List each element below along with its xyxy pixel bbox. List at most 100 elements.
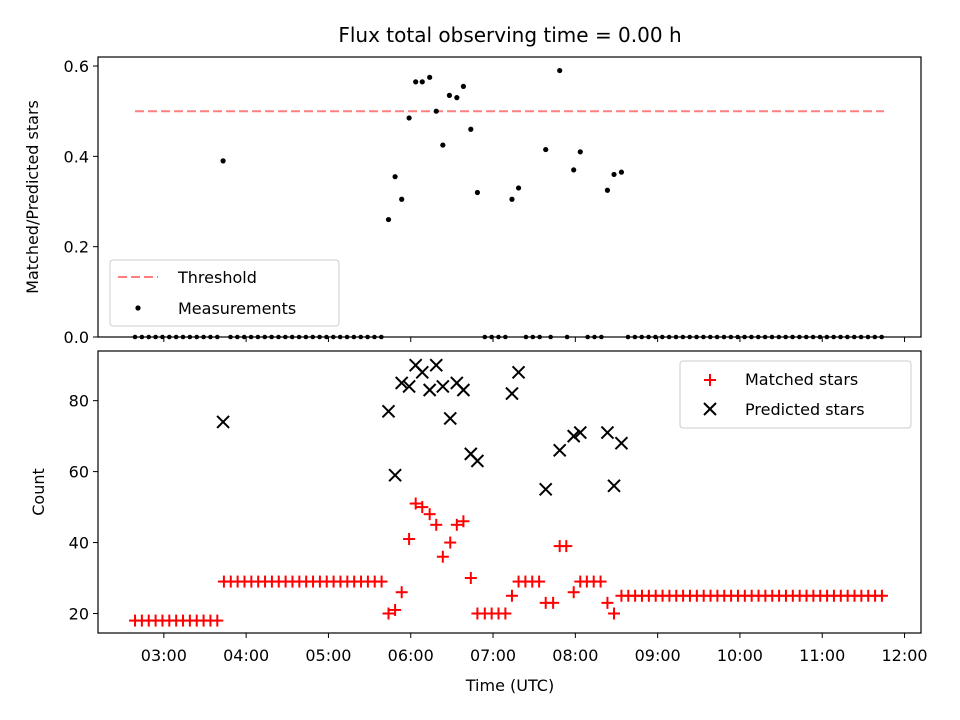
matched-point bbox=[395, 586, 408, 599]
predicted-point bbox=[552, 443, 567, 458]
bottom-y-tick-label: 40 bbox=[69, 534, 89, 553]
top-y-tick-label: 0.2 bbox=[64, 238, 89, 257]
matched-point bbox=[875, 589, 888, 602]
x-tick-label: 10:00 bbox=[717, 646, 763, 665]
matched-point bbox=[547, 596, 560, 609]
matched-point bbox=[423, 508, 436, 521]
predicted-point bbox=[429, 358, 443, 372]
measurement-point bbox=[618, 169, 625, 175]
top-y-axis: 0.0 0.2 0.4 0.6 bbox=[64, 57, 98, 347]
x-tick-label: 06:00 bbox=[388, 646, 434, 665]
matched-point bbox=[594, 575, 607, 588]
predicted-point bbox=[216, 415, 230, 429]
measurement-point bbox=[427, 74, 433, 80]
measurement-point bbox=[557, 67, 563, 74]
matched-point bbox=[608, 607, 621, 620]
x-tick-label: 07:00 bbox=[470, 646, 516, 665]
matched-point bbox=[601, 596, 614, 609]
predicted-point bbox=[456, 383, 471, 397]
x-tick-label: 11:00 bbox=[799, 646, 845, 665]
top-legend-box bbox=[109, 259, 340, 327]
x-axis: 03:00 04:00 05:00 06:00 07:00 08:00 09:00 10:00… bbox=[141, 633, 928, 665]
bottom-axes-frame bbox=[97, 350, 922, 634]
predicted-point bbox=[614, 436, 629, 450]
top-y-axis-label: Matched/Predicted stars bbox=[23, 100, 42, 294]
matched-point bbox=[409, 497, 422, 510]
predicted-point bbox=[415, 365, 429, 379]
bottom-y-axis-label: Count bbox=[29, 468, 48, 516]
top-y-tick-label: 0.4 bbox=[64, 147, 89, 166]
measurement-point bbox=[468, 126, 474, 132]
matched-point bbox=[464, 572, 477, 585]
matched-point bbox=[560, 540, 573, 553]
predicted-point bbox=[394, 376, 409, 390]
x-tick-label: 03:00 bbox=[141, 646, 187, 665]
predicted-point bbox=[511, 365, 526, 379]
x-tick-label: 08:00 bbox=[552, 646, 598, 665]
measurement-point bbox=[440, 142, 446, 148]
matched-point bbox=[430, 518, 443, 531]
bottom-y-tick-label: 20 bbox=[69, 604, 89, 623]
legend-measurements-label: Measurements bbox=[178, 299, 296, 318]
matched-point bbox=[471, 607, 484, 620]
predicted-point bbox=[388, 468, 402, 482]
predicted-point bbox=[443, 411, 457, 426]
matched-point bbox=[375, 575, 388, 588]
matched-point bbox=[450, 518, 463, 531]
matched-point bbox=[403, 533, 416, 545]
measurement-point bbox=[474, 189, 481, 196]
matched-point bbox=[567, 586, 580, 599]
matched-point bbox=[436, 550, 449, 563]
measurement-point bbox=[571, 167, 577, 173]
matched-point bbox=[574, 575, 587, 588]
measurement-point bbox=[604, 187, 611, 193]
measurement-point bbox=[543, 146, 549, 153]
legend-measurements-swatch bbox=[135, 305, 141, 311]
matched-point bbox=[444, 536, 457, 549]
measurement-point bbox=[611, 171, 617, 178]
measurement-point bbox=[433, 108, 439, 114]
measurement-point bbox=[577, 149, 583, 155]
bottom-plot-area bbox=[129, 358, 888, 627]
x-axis-label: Time (UTC) bbox=[465, 676, 554, 695]
measurement-point bbox=[220, 158, 226, 164]
predicted-point bbox=[436, 379, 450, 394]
x-tick-label: 05:00 bbox=[305, 646, 351, 665]
predicted-point bbox=[381, 404, 396, 419]
x-tick-label: 12:00 bbox=[881, 646, 927, 665]
predicted-point bbox=[573, 425, 587, 440]
legend-predicted-swatch bbox=[703, 402, 717, 416]
matched-point bbox=[389, 603, 402, 616]
predicted-point bbox=[600, 425, 615, 440]
measurement-point bbox=[515, 185, 522, 191]
top-axes-frame bbox=[97, 56, 922, 338]
measurement-point bbox=[509, 196, 515, 202]
legend-matched-swatch bbox=[704, 374, 716, 386]
predicted-point bbox=[422, 383, 437, 397]
top-y-tick-label: 0.6 bbox=[64, 57, 89, 76]
bottom-y-tick-label: 80 bbox=[69, 392, 89, 411]
legend-threshold-label: Threshold bbox=[177, 268, 257, 287]
predicted-point bbox=[505, 386, 519, 401]
predicted-point bbox=[539, 482, 553, 497]
bottom-y-tick-label: 60 bbox=[69, 463, 89, 482]
bottom-y-axis: 20 40 60 80 bbox=[69, 392, 98, 623]
measurement-point bbox=[406, 115, 412, 121]
matched-point bbox=[382, 607, 395, 620]
bottom-legend-box bbox=[679, 360, 912, 429]
matched-point bbox=[505, 589, 518, 602]
matched-point bbox=[533, 575, 546, 588]
top-x-ticks bbox=[163, 337, 906, 342]
matched-point bbox=[416, 501, 429, 514]
measurement-point bbox=[392, 174, 398, 180]
matched-point bbox=[457, 515, 470, 528]
measurement-point bbox=[446, 92, 453, 98]
predicted-point bbox=[470, 454, 485, 468]
matched-point bbox=[499, 607, 512, 620]
matched-point bbox=[211, 614, 224, 627]
legend-predicted-label: Predicted stars bbox=[745, 400, 865, 419]
x-tick-label: 09:00 bbox=[635, 646, 681, 665]
top-y-tick-label: 0.0 bbox=[64, 328, 89, 347]
top-panel: 0.0 0.2 0.4 0.6 Matched/Predicted stars Thr… bbox=[23, 56, 922, 347]
